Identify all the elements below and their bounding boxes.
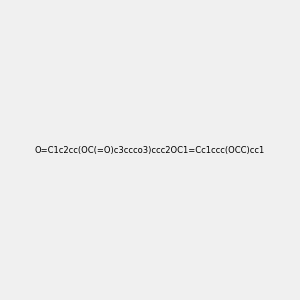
Text: O=C1c2cc(OC(=O)c3ccco3)ccc2OC1=Cc1ccc(OCC)cc1: O=C1c2cc(OC(=O)c3ccco3)ccc2OC1=Cc1ccc(OC…: [35, 146, 265, 154]
